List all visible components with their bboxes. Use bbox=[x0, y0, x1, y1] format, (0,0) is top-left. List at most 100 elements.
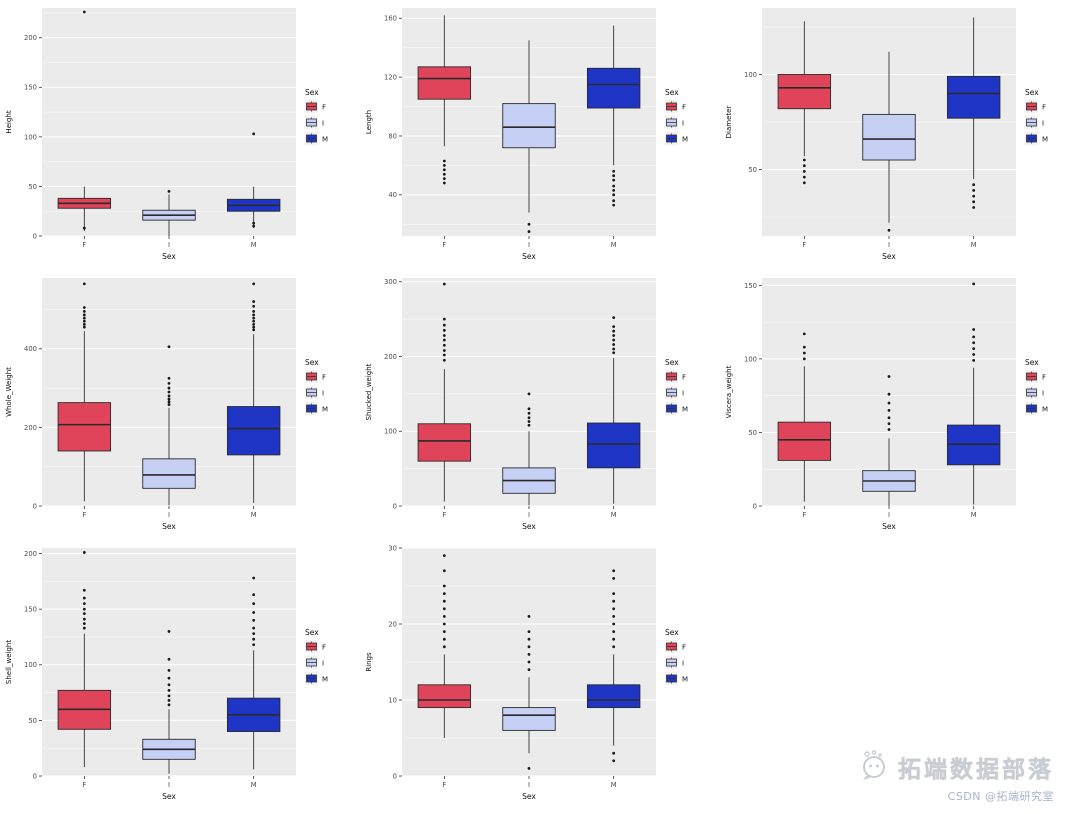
outlier-point bbox=[802, 351, 806, 355]
outlier-point bbox=[167, 676, 171, 680]
outlier-point bbox=[802, 158, 806, 162]
outlier-point bbox=[252, 637, 256, 641]
outlier-point bbox=[527, 653, 531, 656]
svg-text:50: 50 bbox=[28, 717, 37, 725]
box-M bbox=[586, 422, 641, 469]
outlier-point bbox=[802, 164, 806, 168]
box-M bbox=[586, 684, 641, 709]
y-axis-label: Shucked_weight bbox=[365, 363, 373, 420]
outlier-point bbox=[887, 422, 891, 426]
outlier-point bbox=[442, 163, 446, 167]
outlier-point bbox=[527, 767, 531, 770]
svg-text:0: 0 bbox=[33, 232, 37, 240]
svg-text:300: 300 bbox=[384, 278, 397, 286]
outlier-point bbox=[612, 751, 616, 755]
outlier-point bbox=[887, 228, 891, 232]
legend-label-F: F bbox=[682, 104, 686, 112]
outlier-point bbox=[167, 403, 171, 406]
outlier-point bbox=[972, 353, 976, 356]
outlier-point bbox=[442, 159, 446, 163]
outlier-point bbox=[802, 175, 806, 179]
svg-text:150: 150 bbox=[24, 84, 37, 92]
outlier-point bbox=[972, 194, 976, 198]
legend-label-F: F bbox=[322, 644, 326, 652]
svg-text:I: I bbox=[888, 511, 890, 519]
outlier-point bbox=[972, 347, 976, 351]
outlier-point bbox=[442, 592, 446, 595]
svg-text:F: F bbox=[442, 781, 446, 789]
legend-label-M: M bbox=[682, 676, 688, 684]
svg-text:F: F bbox=[82, 781, 86, 789]
outlier-point bbox=[252, 328, 256, 332]
outlier-point bbox=[167, 381, 171, 385]
svg-text:0: 0 bbox=[33, 502, 37, 510]
legend-title: Sex bbox=[1025, 88, 1039, 97]
outlier-point bbox=[167, 376, 171, 380]
outlier-point bbox=[612, 599, 616, 603]
outlier-point bbox=[252, 224, 256, 228]
outlier-point bbox=[252, 221, 256, 225]
outlier-point bbox=[252, 602, 256, 606]
outlier-point bbox=[167, 390, 171, 394]
outlier-point bbox=[527, 416, 531, 420]
boxplot-chart-shucked-weight: 0 100 200 300 F I M Sex Shucked_weight Sex F I M bbox=[360, 270, 720, 540]
y-axis-label: Diameter bbox=[725, 106, 733, 139]
outlier-point bbox=[442, 343, 446, 347]
x-axis-label: Sex bbox=[522, 252, 536, 261]
outlier-point bbox=[972, 206, 976, 209]
outlier-point bbox=[887, 375, 891, 378]
svg-text:150: 150 bbox=[744, 282, 757, 290]
legend-label-F: F bbox=[322, 374, 326, 382]
outlier-point bbox=[612, 343, 616, 346]
svg-text:F: F bbox=[442, 511, 446, 519]
svg-text:I: I bbox=[168, 241, 170, 249]
outlier-point bbox=[82, 612, 86, 616]
svg-text:F: F bbox=[82, 241, 86, 249]
outlier-point bbox=[442, 168, 446, 172]
legend-label-F: F bbox=[682, 644, 686, 652]
outlier-point bbox=[252, 611, 256, 614]
svg-text:0: 0 bbox=[393, 772, 397, 780]
outlier-point bbox=[442, 637, 446, 641]
legend-label-I: I bbox=[682, 660, 684, 668]
outlier-point bbox=[442, 615, 446, 618]
legend-label-I: I bbox=[682, 390, 684, 398]
outlier-point bbox=[82, 588, 86, 592]
outlier-point bbox=[612, 169, 616, 173]
outlier-point bbox=[527, 637, 531, 641]
svg-text:160: 160 bbox=[384, 15, 397, 23]
legend-label-I: I bbox=[682, 120, 684, 128]
x-axis-label: Sex bbox=[522, 522, 536, 531]
outlier-point bbox=[82, 596, 86, 600]
legend-label-M: M bbox=[322, 406, 328, 414]
svg-text:M: M bbox=[251, 511, 257, 519]
outlier-point bbox=[82, 607, 86, 611]
legend-label-F: F bbox=[682, 374, 686, 382]
svg-text:F: F bbox=[82, 511, 86, 519]
legend-label-M: M bbox=[682, 406, 688, 414]
outlier-point bbox=[527, 660, 531, 664]
outlier-point bbox=[167, 683, 171, 687]
outlier-point bbox=[82, 325, 86, 329]
outlier-point bbox=[802, 357, 806, 361]
y-axis-label: Shell_weight bbox=[5, 640, 13, 684]
outlier-point bbox=[82, 622, 86, 626]
svg-text:80: 80 bbox=[388, 132, 397, 140]
box-M bbox=[586, 67, 641, 109]
outlier-point bbox=[252, 319, 256, 323]
outlier-point bbox=[252, 576, 256, 580]
svg-text:200: 200 bbox=[24, 34, 37, 42]
outlier-point bbox=[252, 593, 256, 597]
box-F bbox=[57, 402, 112, 452]
legend-label-I: I bbox=[322, 660, 324, 668]
svg-text:100: 100 bbox=[744, 71, 757, 79]
svg-text:M: M bbox=[611, 511, 617, 519]
outlier-point bbox=[527, 222, 531, 226]
outlier-point bbox=[167, 345, 171, 349]
svg-text:0: 0 bbox=[393, 502, 397, 510]
